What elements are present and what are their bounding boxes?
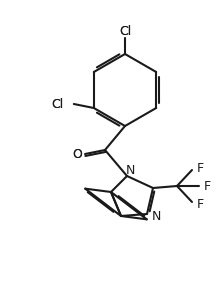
Text: N: N	[151, 210, 161, 224]
Text: Cl: Cl	[119, 25, 131, 38]
Text: F: F	[204, 180, 211, 192]
Text: Cl: Cl	[119, 25, 131, 38]
Text: Cl: Cl	[52, 98, 64, 111]
Text: O: O	[72, 148, 82, 160]
Text: F: F	[197, 161, 204, 175]
Text: O: O	[72, 148, 82, 160]
Text: N: N	[125, 164, 135, 176]
Text: F: F	[197, 197, 204, 210]
Text: Cl: Cl	[52, 98, 64, 111]
